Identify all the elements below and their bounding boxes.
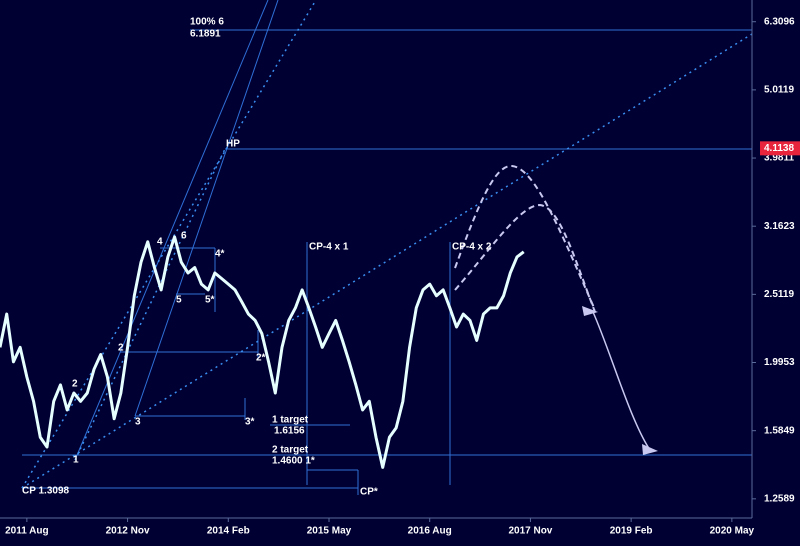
x-tick-label: 2014 Feb: [207, 526, 250, 537]
x-tick-label: 2016 Aug: [408, 526, 452, 537]
x-tick-label: 2020 May: [710, 526, 755, 537]
y-tick-label: 1.9953: [764, 357, 795, 368]
annotation: 2: [72, 379, 78, 390]
annotation: 5: [176, 295, 182, 306]
annotation: 5*: [205, 295, 215, 306]
annotation: CP*: [360, 487, 378, 498]
annotation: CP 1.3098: [22, 486, 70, 497]
price-marker-label: 4.1138: [764, 143, 794, 154]
price-marker: [760, 141, 800, 156]
y-tick-label: 2.5119: [764, 289, 794, 300]
arrow-head: [642, 444, 658, 455]
x-tick-label: 2011 Aug: [5, 526, 49, 537]
x-tick-label: 2019 Feb: [610, 526, 653, 537]
x-tick-label: 2012 Nov: [106, 526, 150, 537]
annotation: 4: [157, 237, 163, 248]
x-tick-label: 2015 May: [307, 526, 352, 537]
annotation: 100% 6: [190, 17, 224, 28]
annotation: 6: [181, 231, 187, 242]
annotation: HP: [226, 139, 240, 150]
annotation: 1: [73, 455, 79, 466]
annotation: 1.6156: [274, 426, 305, 437]
y-tick-label: 1.2589: [764, 493, 795, 504]
annotation: 1.4600 1*: [272, 456, 315, 467]
annotation: 2 target: [272, 445, 309, 456]
annotation: 1 target: [272, 415, 309, 426]
annotation: CP-4 x 1: [309, 242, 349, 253]
annotation: 3*: [245, 417, 255, 428]
projection-curve: [454, 203, 596, 313]
projection-curve: [592, 311, 651, 451]
channel-line: [21, 0, 317, 489]
x-tick-label: 2017 Nov: [508, 526, 552, 537]
y-tick-label: 6.3096: [764, 16, 795, 27]
annotation: 2: [118, 343, 124, 354]
arrow-head: [582, 306, 598, 316]
drawing-tools: [21, 0, 753, 495]
y-tick-label: 1.5849: [764, 425, 795, 436]
projection-curve: [454, 164, 596, 311]
annotation: 4*: [215, 249, 225, 260]
annotation: CP-4 x 2: [452, 242, 492, 253]
y-tick-label: 3.1623: [764, 221, 795, 232]
y-tick-label: 3.9811: [764, 153, 794, 164]
price-line: [0, 235, 525, 469]
annotation: 6.1891: [190, 29, 221, 40]
annotation: 3: [135, 417, 141, 428]
trend-line: [134, 0, 279, 417]
y-tick-label: 5.0119: [764, 85, 794, 96]
annotation: 2*: [256, 353, 266, 364]
